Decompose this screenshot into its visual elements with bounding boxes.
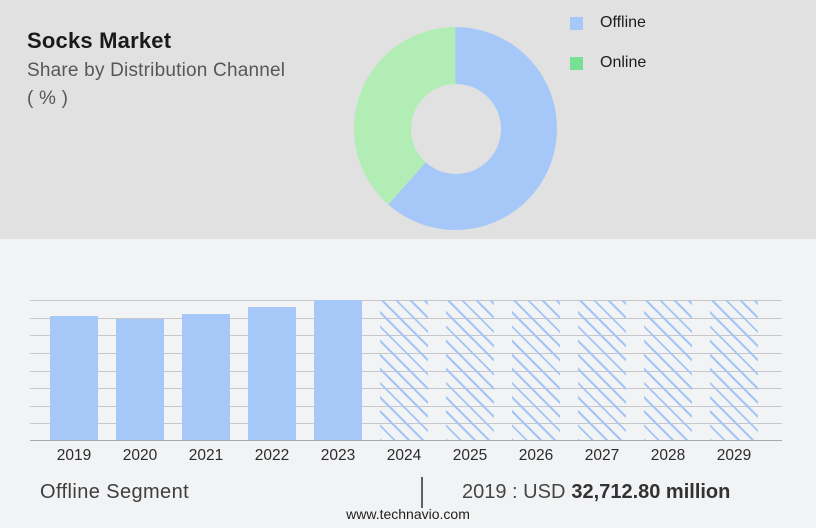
- footer-separator: [421, 477, 423, 508]
- x-axis-label: 2028: [650, 447, 686, 464]
- x-axis-labels: 2019 2020 2021 2022 2023 2024 2025 2026 2027 2028…: [30, 447, 782, 467]
- x-axis-label: 2025: [452, 447, 488, 464]
- bar-plot: [30, 300, 782, 441]
- bar-2025: [446, 300, 494, 441]
- page-title: Socks Market: [27, 28, 172, 53]
- x-axis-label: 2022: [254, 447, 290, 464]
- legend-label-offline: Offline: [600, 14, 646, 31]
- x-axis-label: 2027: [584, 447, 620, 464]
- legend-label-online: Online: [600, 54, 647, 71]
- x-axis-label: 2020: [122, 447, 158, 464]
- x-axis-label: 2024: [386, 447, 422, 464]
- x-axis-label: 2029: [716, 447, 752, 464]
- bar-2019: [50, 315, 98, 441]
- bar-2029: [710, 300, 758, 441]
- x-axis-label: 2026: [518, 447, 554, 464]
- legend-swatch-offline: [570, 16, 583, 30]
- segment-value-prefix: 2019 : USD: [462, 481, 566, 503]
- bar-2028: [644, 300, 692, 441]
- bar-2023: [314, 300, 362, 441]
- x-axis-label: 2023: [320, 447, 356, 464]
- bar-2026: [512, 300, 560, 441]
- website-url: www.technavio.com: [346, 506, 470, 522]
- x-axis-label: 2021: [188, 447, 224, 464]
- segment-value-amount: 32,712.80 million: [571, 481, 731, 503]
- bar-2027: [578, 300, 626, 441]
- x-axis-label: 2019: [56, 447, 92, 464]
- segment-value: 2019 : USD 32,712.80 million: [462, 481, 730, 504]
- page-subtitle: Share by Distribution Channel: [27, 60, 286, 81]
- bar-2024: [380, 300, 428, 441]
- bar-2020: [116, 319, 164, 441]
- legend-item-online: Online: [570, 54, 646, 72]
- bar-2022: [248, 307, 296, 441]
- donut-chart: [354, 27, 557, 230]
- x-axis-baseline: [30, 440, 782, 441]
- legend-swatch-online: [570, 56, 583, 70]
- page-subtitle-unit: ( % ): [27, 88, 69, 109]
- donut-hole: [410, 83, 501, 174]
- legend-item-offline: Offline: [570, 14, 646, 32]
- segment-label: Offline Segment: [40, 481, 190, 503]
- bar-2021: [182, 313, 230, 441]
